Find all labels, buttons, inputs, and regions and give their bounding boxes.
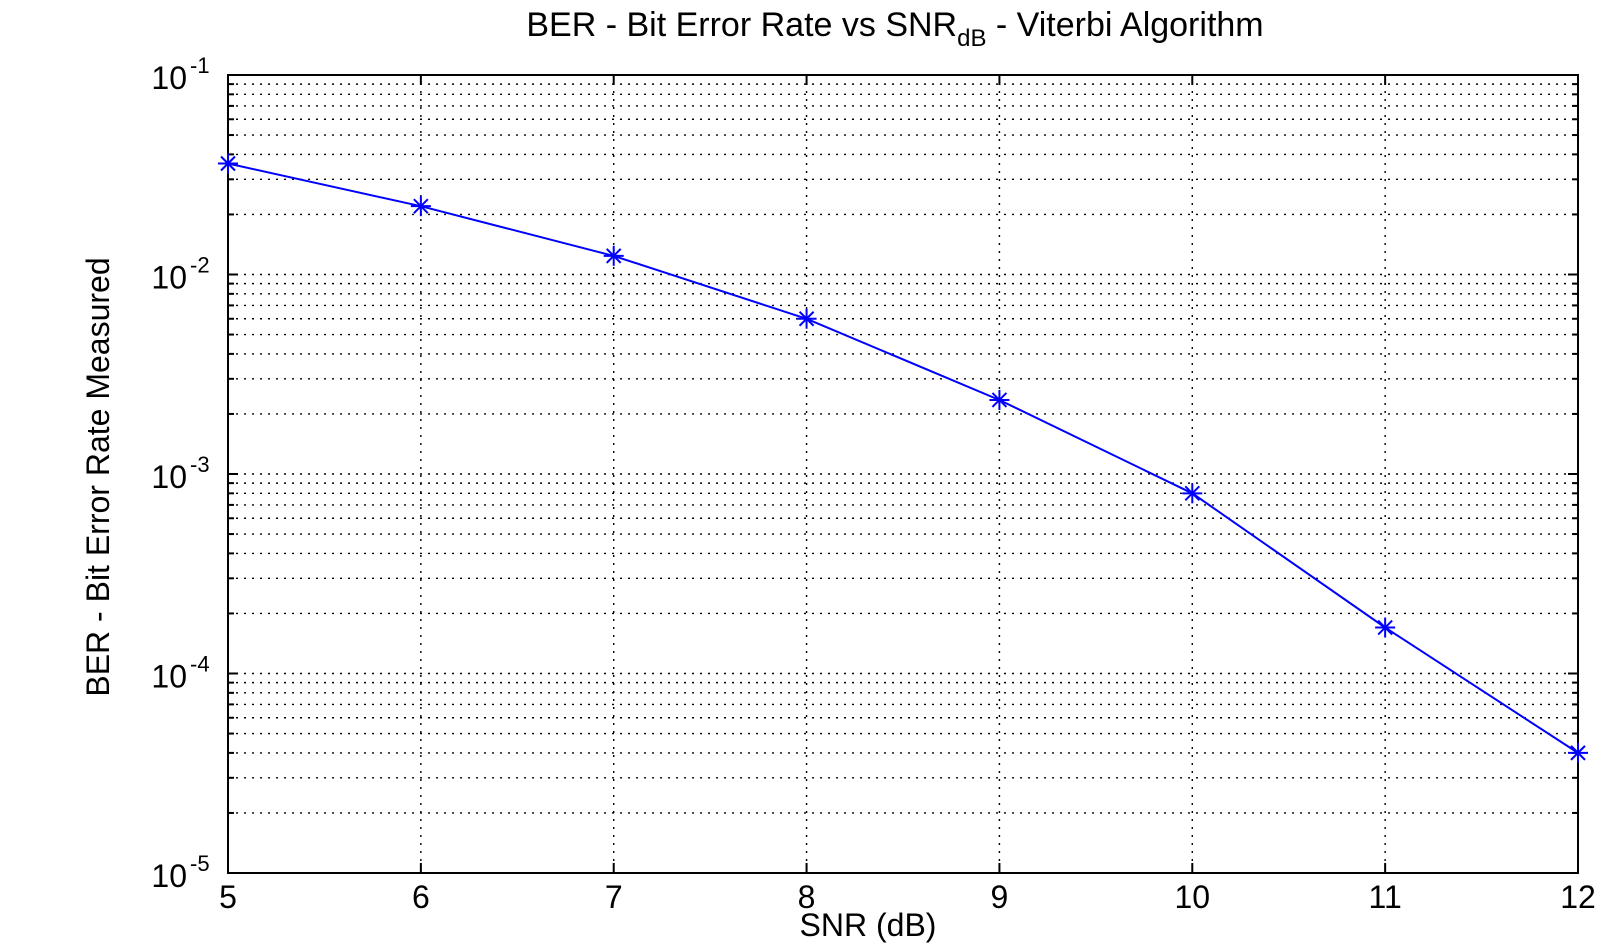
data-point-marker: [1375, 617, 1396, 638]
data-point-marker: [1182, 483, 1203, 504]
y-axis-label: BER - Bit Error Rate Measured: [80, 257, 116, 696]
y-tick-exponent: -2: [190, 253, 210, 278]
chart-title-subscript: dB: [957, 25, 986, 52]
x-axis-label: SNR (dB): [800, 907, 937, 943]
x-tick-label: 11: [1369, 879, 1402, 915]
x-tick-label: 7: [605, 879, 623, 915]
x-tick-label: 8: [798, 879, 816, 915]
y-tick-label: 10: [151, 858, 187, 894]
y-tick-exponent: -5: [190, 851, 210, 876]
series-layer: [218, 153, 1588, 763]
y-tick-exponent: -1: [190, 53, 210, 78]
plot-frame: [227, 74, 1579, 874]
y-tick-label: 10: [151, 459, 187, 495]
chart-title: BER - Bit Error Rate vs SNRdB - Viterbi …: [526, 6, 1263, 52]
axes: [227, 74, 1579, 874]
data-point-marker: [1568, 742, 1588, 763]
y-tick-labels: 10-110-210-310-410-5: [151, 53, 209, 894]
y-tick-label: 10: [151, 260, 187, 296]
data-point-marker: [218, 153, 238, 174]
chart-title-suffix: - Viterbi Algorithm: [986, 6, 1263, 44]
y-tick-exponent: -3: [190, 452, 210, 477]
grid: [228, 75, 1578, 873]
x-tick-label: 12: [1560, 879, 1596, 915]
y-tick-exponent: -4: [190, 652, 210, 677]
y-tick-label: 10: [151, 60, 187, 96]
x-tick-label: 10: [1174, 879, 1210, 915]
x-tick-labels: 5 6 7 8 9 10 11 12: [219, 879, 1596, 915]
data-point-marker: [796, 308, 817, 329]
data-point-marker: [989, 389, 1010, 410]
x-tick-label: 6: [412, 879, 430, 915]
x-tick-label: 5: [219, 879, 237, 915]
x-tick-label: 9: [991, 879, 1009, 915]
data-point-marker: [410, 196, 431, 217]
data-point-marker: [603, 245, 624, 266]
y-tick-label: 10: [151, 659, 187, 695]
series-line: [227, 162, 1579, 754]
